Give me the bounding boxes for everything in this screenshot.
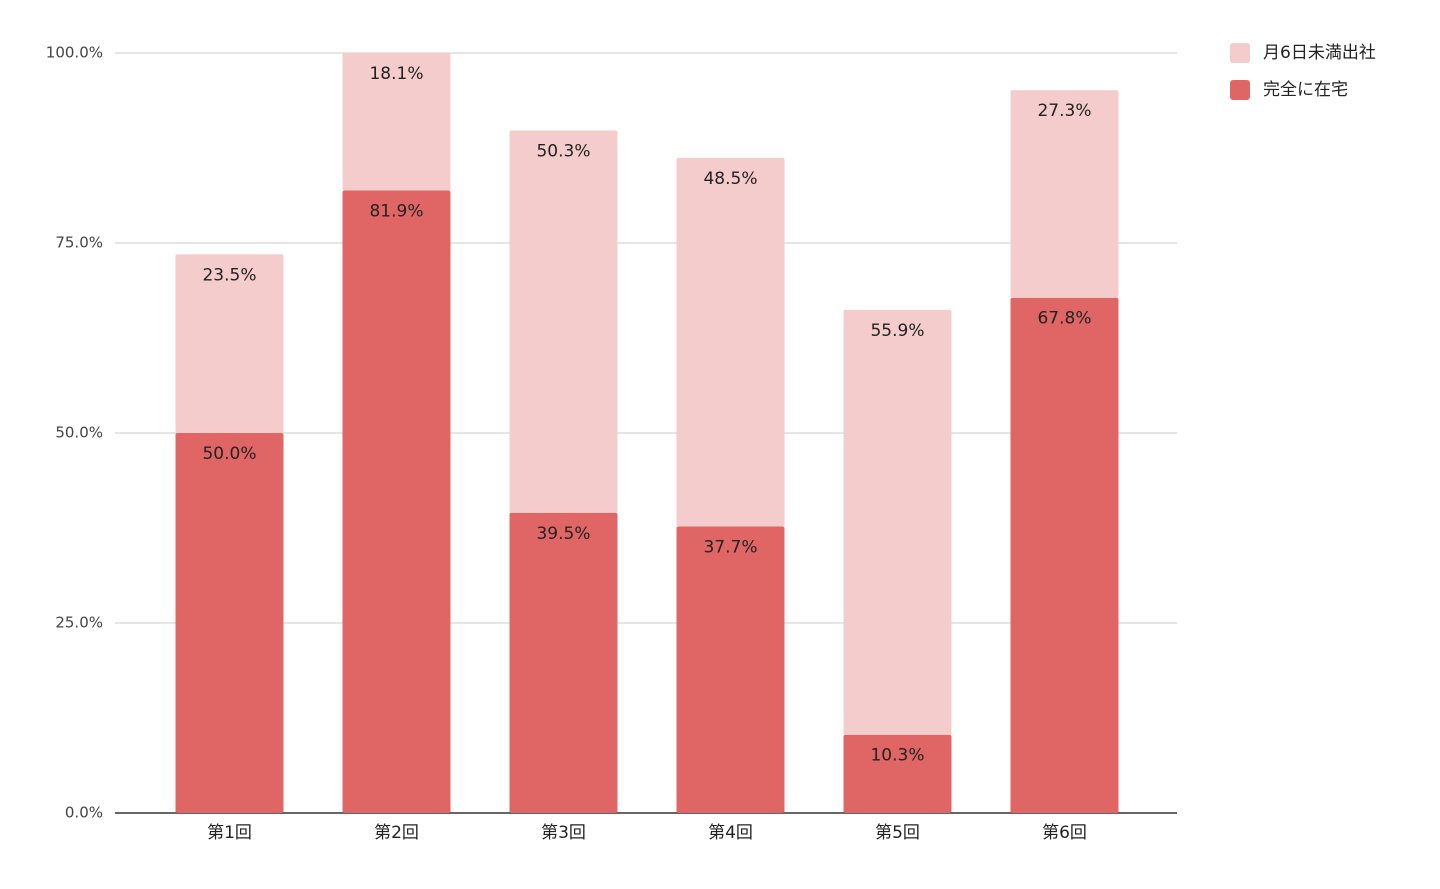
bar-segment (342, 190, 451, 813)
bar-segment (676, 526, 785, 813)
bar-segment (1010, 90, 1119, 298)
data-label: 23.5% (202, 265, 256, 285)
bar-segment (843, 734, 952, 813)
y-tick-label: 75.0% (55, 234, 103, 252)
x-tick-label: 第2回 (374, 823, 419, 843)
data-label: 18.1% (369, 64, 423, 84)
y-tick-label: 0.0% (65, 804, 103, 822)
y-tick-label: 50.0% (55, 424, 103, 442)
data-label: 37.7% (703, 537, 757, 557)
data-label: 81.9% (369, 202, 423, 222)
data-label: 48.5% (703, 169, 757, 189)
legend-label: 完全に在宅 (1263, 80, 1348, 100)
legend-swatch (1230, 80, 1250, 100)
data-label: 67.8% (1037, 309, 1091, 329)
bar-segment (509, 130, 618, 513)
x-tick-label: 第6回 (1042, 823, 1087, 843)
data-label: 27.3% (1037, 101, 1091, 121)
bar-segment (843, 309, 952, 735)
y-tick-label: 100.0% (46, 44, 103, 62)
bar-segment (342, 53, 451, 191)
x-tick-label: 第4回 (708, 823, 753, 843)
data-label: 39.5% (536, 524, 590, 544)
bar-segment (175, 254, 284, 433)
x-tick-label: 第1回 (207, 823, 252, 843)
legend-label: 月6日未満出社 (1263, 43, 1376, 63)
bar-segment (509, 512, 618, 813)
bar-segment (175, 433, 284, 813)
data-label: 50.3% (536, 142, 590, 162)
x-tick-label: 第3回 (541, 823, 586, 843)
legend-swatch (1230, 43, 1250, 63)
bar-segment (676, 157, 785, 527)
data-label: 50.0% (202, 444, 256, 464)
y-tick-label: 25.0% (55, 614, 103, 632)
x-tick-label: 第5回 (875, 823, 920, 843)
data-label: 10.3% (870, 746, 924, 766)
bar-segment (1010, 297, 1119, 814)
data-label: 55.9% (870, 321, 924, 341)
